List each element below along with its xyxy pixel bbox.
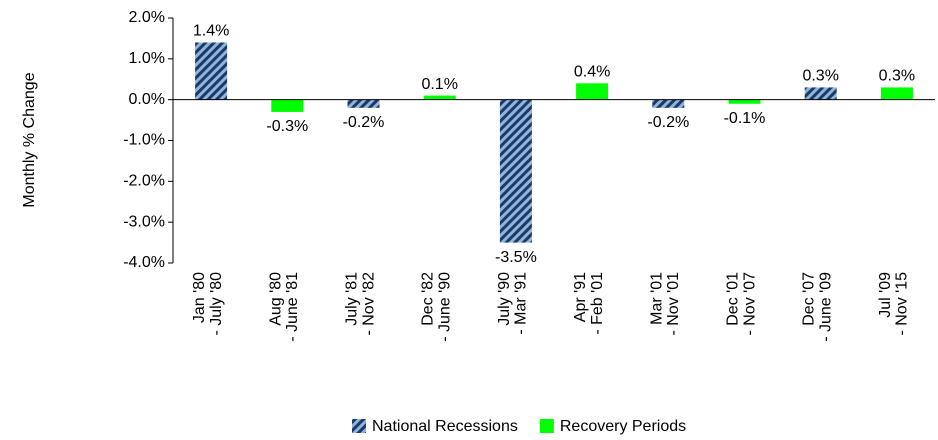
bar bbox=[271, 99, 304, 112]
bar bbox=[195, 42, 228, 100]
x-tick-label: July '81 - Nov '82 bbox=[344, 272, 378, 340]
x-tick-label: Dec '07 - June '09 bbox=[801, 272, 835, 346]
x-tick-label: Aug '80 - June '81 bbox=[267, 272, 301, 346]
bar bbox=[728, 99, 761, 104]
y-tick-label: 0.0% bbox=[129, 91, 165, 108]
x-tick-label: Mar '01 - Nov '01 bbox=[648, 272, 682, 340]
data-label: -0.2% bbox=[647, 114, 689, 131]
x-tick-label: Jan '80 - July '80 bbox=[191, 272, 225, 340]
bar bbox=[652, 99, 685, 108]
bar bbox=[423, 95, 456, 100]
y-tick-label: -2.0% bbox=[123, 173, 165, 190]
legend-swatch bbox=[539, 419, 554, 433]
bar bbox=[880, 87, 913, 100]
x-tick-label: Apr '91 - Feb '01 bbox=[572, 272, 606, 339]
legend-swatch bbox=[352, 419, 366, 433]
data-label: -3.5% bbox=[495, 249, 537, 266]
y-tick-label: -3.0% bbox=[123, 213, 165, 230]
bar bbox=[804, 87, 837, 100]
data-label: 0.3% bbox=[802, 68, 838, 85]
data-label: 1.4% bbox=[193, 23, 229, 40]
y-tick-label: 1.0% bbox=[129, 50, 165, 67]
data-label: -0.1% bbox=[724, 110, 766, 127]
legend-label: Recovery Periods bbox=[560, 418, 686, 435]
y-tick-label: 2.0% bbox=[129, 9, 165, 26]
y-axis-label: Monthly % Change bbox=[21, 72, 38, 207]
x-tick-label: Dec '82 - June '90 bbox=[420, 272, 454, 346]
data-label: 0.4% bbox=[574, 64, 610, 81]
x-tick-label: Jul '09 - Nov '15 bbox=[877, 272, 911, 340]
bar bbox=[576, 83, 609, 100]
y-tick-label: -4.0% bbox=[123, 254, 165, 271]
data-label: -0.3% bbox=[266, 118, 308, 135]
y-tick-label: -1.0% bbox=[123, 132, 165, 149]
data-label: 0.1% bbox=[421, 76, 457, 93]
x-tick-label: Dec '01 - Nov '07 bbox=[725, 272, 759, 340]
data-label: 0.3% bbox=[879, 68, 915, 85]
bar bbox=[347, 99, 380, 108]
bar bbox=[499, 99, 532, 243]
legend-label: National Recessions bbox=[372, 418, 518, 435]
data-label: -0.2% bbox=[343, 114, 385, 131]
x-tick-label: July '90 - Mar '91 bbox=[496, 272, 530, 339]
